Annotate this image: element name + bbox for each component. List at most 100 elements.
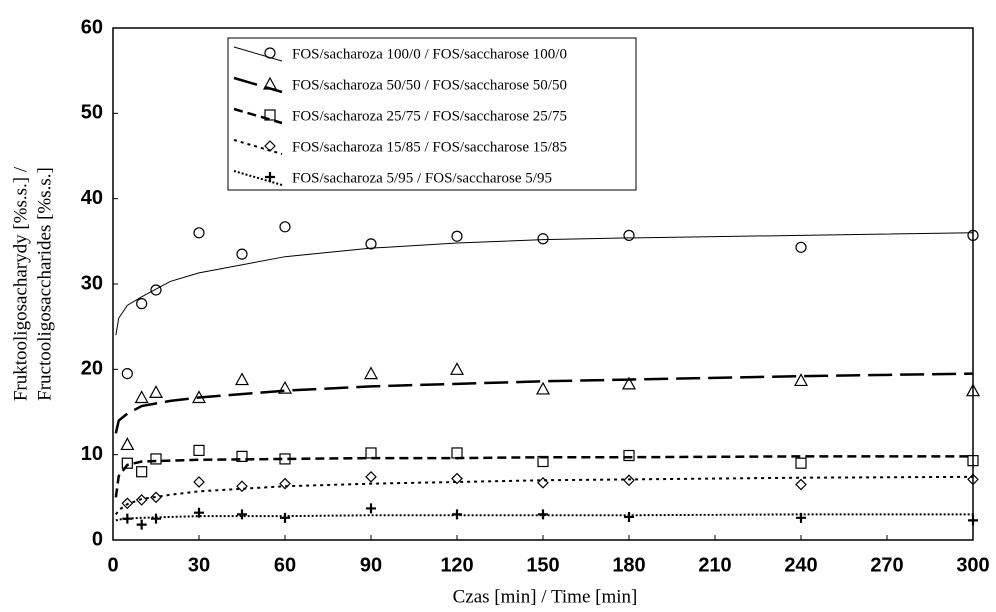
legend-line xyxy=(233,139,283,155)
data-point xyxy=(279,477,291,490)
data-point xyxy=(122,513,133,524)
legend-marker xyxy=(264,47,276,59)
data-point xyxy=(621,376,637,390)
y-tick-label: 40 xyxy=(81,187,103,209)
data-point xyxy=(967,229,979,241)
data-point xyxy=(136,466,148,478)
data-point xyxy=(449,362,465,375)
data-point xyxy=(967,473,979,486)
data-point xyxy=(363,366,379,380)
y-tick-label: 50 xyxy=(81,102,103,124)
data-point xyxy=(795,457,807,469)
x-tick-label: 210 xyxy=(698,554,731,576)
data-point xyxy=(535,381,551,395)
data-point xyxy=(968,515,978,526)
data-point xyxy=(366,503,376,514)
x-axis-label: Czas [min] / Time [min] xyxy=(453,586,638,607)
data-point xyxy=(234,372,250,386)
data-point xyxy=(279,221,291,233)
data-point xyxy=(150,491,162,504)
legend-label: FOS/sacharoza 50/50 / FOS/saccharose 50/… xyxy=(292,77,567,93)
data-point xyxy=(194,507,204,518)
data-point xyxy=(277,380,293,394)
legend-marker xyxy=(265,172,275,182)
y-tick-label: 60 xyxy=(81,16,103,38)
data-point xyxy=(279,453,291,465)
data-point xyxy=(537,476,549,489)
legend-marker xyxy=(262,76,278,90)
data-point xyxy=(121,457,133,469)
x-tick-label: 150 xyxy=(526,554,559,576)
legend-label: FOS/sacharoza 25/75 / FOS/saccharose 25/… xyxy=(292,108,567,124)
data-point xyxy=(967,455,979,467)
legend-label: FOS/sacharoza 100/0 / FOS/saccharose 100… xyxy=(292,46,567,62)
legend-marker xyxy=(264,140,276,152)
data-point xyxy=(452,509,462,520)
x-tick-label: 90 xyxy=(360,554,382,576)
data-point xyxy=(451,447,463,459)
data-point xyxy=(796,512,806,523)
data-point xyxy=(120,437,135,451)
data-point xyxy=(538,509,548,520)
data-point xyxy=(365,471,377,483)
data-point xyxy=(623,229,635,241)
legend-label: FOS/sacharoza 15/85 / FOS/saccharose 15/… xyxy=(292,139,567,155)
data-point xyxy=(280,512,290,523)
x-tick-label: 30 xyxy=(188,554,210,576)
data-point xyxy=(365,238,377,250)
data-point xyxy=(193,444,205,456)
x-tick-label: 270 xyxy=(870,554,903,576)
legend-line xyxy=(233,76,283,94)
x-tick-label: 180 xyxy=(612,554,645,576)
data-point xyxy=(795,478,807,491)
x-tick-label: 240 xyxy=(784,554,817,576)
x-tick-label: 300 xyxy=(956,554,989,576)
data-point xyxy=(236,248,248,260)
data-point xyxy=(623,474,635,487)
data-point xyxy=(793,373,809,387)
data-point xyxy=(451,230,463,242)
fit-line xyxy=(114,372,974,434)
data-point xyxy=(121,368,133,380)
y-tick-label: 20 xyxy=(81,358,103,380)
data-point xyxy=(191,390,207,404)
data-point xyxy=(193,227,205,239)
data-point xyxy=(121,497,134,510)
data-point xyxy=(150,453,162,465)
x-tick-label: 60 xyxy=(274,554,296,576)
legend-box xyxy=(227,37,637,191)
x-tick-label: 0 xyxy=(107,554,118,576)
fit-line xyxy=(114,455,973,498)
data-point xyxy=(134,390,149,404)
legend-marker xyxy=(264,109,276,121)
data-point xyxy=(537,455,549,468)
data-point xyxy=(136,298,148,310)
legend-line xyxy=(233,170,283,186)
data-point xyxy=(151,513,161,524)
y-axis-label: Fructooligosaccharides [%s.s.] xyxy=(34,167,55,401)
data-point xyxy=(148,385,164,398)
legend-line xyxy=(233,46,283,62)
x-tick-label: 120 xyxy=(440,554,473,576)
legend-label: FOS/sacharoza 5/95 / FOS/saccharose 5/95 xyxy=(292,170,552,186)
data-point xyxy=(237,509,247,520)
data-point xyxy=(451,472,463,485)
y-tick-label: 10 xyxy=(81,443,103,465)
data-point xyxy=(136,519,147,530)
data-point xyxy=(135,494,148,506)
data-point xyxy=(236,480,248,493)
data-point xyxy=(623,449,635,462)
data-point xyxy=(236,450,248,462)
fit-line xyxy=(115,475,974,515)
data-point xyxy=(193,476,205,488)
data-point xyxy=(795,241,807,253)
y-tick-label: 0 xyxy=(92,528,103,550)
legend-line xyxy=(233,107,283,125)
y-tick-label: 30 xyxy=(81,272,103,294)
data-point xyxy=(365,447,377,459)
fit-line xyxy=(115,232,974,336)
data-point xyxy=(965,383,981,397)
data-point xyxy=(624,511,634,522)
y-axis-label: Fruktooligosacharydy [%s.s.] / xyxy=(10,166,31,401)
